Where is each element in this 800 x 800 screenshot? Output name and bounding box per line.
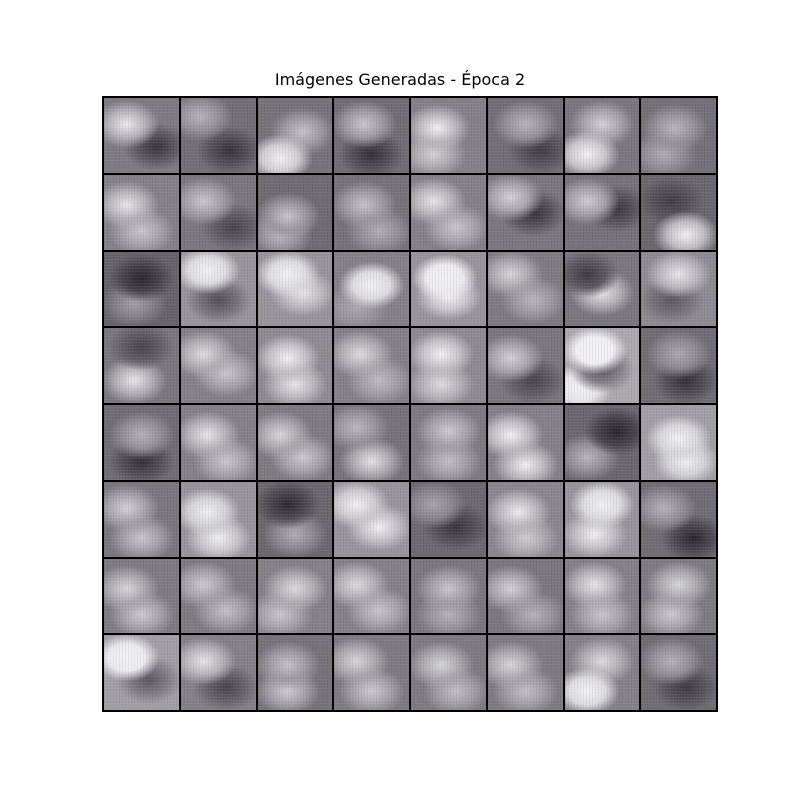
generated-image-tile <box>641 98 716 173</box>
generated-image-tile <box>564 174 640 250</box>
generated-image-tile <box>411 174 486 250</box>
generated-image-tile <box>257 98 333 173</box>
generated-image-tile <box>487 405 563 480</box>
generated-image-tile <box>334 98 409 173</box>
generated-image-tile <box>564 251 640 327</box>
generated-image-tile <box>411 98 486 173</box>
generated-image-tile <box>257 481 333 557</box>
generated-image-tile <box>411 558 486 634</box>
generated-image-tile <box>180 405 256 480</box>
generated-image-tile <box>104 558 179 634</box>
generated-image-tile <box>564 558 640 634</box>
generated-image-tile <box>641 328 716 403</box>
generated-image-tile <box>104 328 179 403</box>
generated-image-tile <box>564 405 640 480</box>
generated-image-tile <box>180 251 256 327</box>
generated-image-tile <box>564 635 640 710</box>
generated-image-tile <box>104 405 179 480</box>
generated-image-tile <box>180 635 256 710</box>
generated-image-tile <box>411 405 486 480</box>
generated-image-tile <box>487 481 563 557</box>
generated-image-tile <box>487 251 563 327</box>
generated-image-tile <box>180 174 256 250</box>
generated-image-tile <box>104 174 179 250</box>
generated-image-tile <box>180 328 256 403</box>
generated-image-tile <box>334 635 409 710</box>
generated-image-tile <box>257 635 333 710</box>
figure-title: Imágenes Generadas - Época 2 <box>274 70 526 89</box>
generated-image-tile <box>104 635 179 710</box>
generated-image-grid <box>102 96 718 712</box>
generated-image-tile <box>334 405 409 480</box>
generated-image-tile <box>564 481 640 557</box>
generated-image-tile <box>411 251 486 327</box>
generated-image-tile <box>411 328 486 403</box>
generated-image-tile <box>487 635 563 710</box>
generated-image-tile <box>334 481 409 557</box>
generated-image-tile <box>641 405 716 480</box>
generated-image-tile <box>257 558 333 634</box>
generated-image-tile <box>180 481 256 557</box>
generated-image-tile <box>641 251 716 327</box>
generated-image-tile <box>334 251 409 327</box>
generated-image-tile <box>641 558 716 634</box>
generated-image-tile <box>564 328 640 403</box>
generated-image-tile <box>180 558 256 634</box>
generated-image-tile <box>564 98 640 173</box>
generated-image-tile <box>257 174 333 250</box>
generated-image-tile <box>411 481 486 557</box>
generated-image-tile <box>334 558 409 634</box>
generated-image-tile <box>257 251 333 327</box>
generated-image-tile <box>104 251 179 327</box>
generated-image-tile <box>641 174 716 250</box>
generated-image-tile <box>487 98 563 173</box>
generated-image-tile <box>257 328 333 403</box>
generated-image-tile <box>487 558 563 634</box>
generated-image-tile <box>104 98 179 173</box>
generated-image-tile <box>104 481 179 557</box>
generated-image-tile <box>257 405 333 480</box>
generated-image-tile <box>334 328 409 403</box>
generated-image-tile <box>411 635 486 710</box>
generated-image-tile <box>334 174 409 250</box>
generated-image-tile <box>641 481 716 557</box>
generated-image-tile <box>180 98 256 173</box>
generated-image-tile <box>641 635 716 710</box>
generated-image-tile <box>487 174 563 250</box>
generated-image-tile <box>487 328 563 403</box>
